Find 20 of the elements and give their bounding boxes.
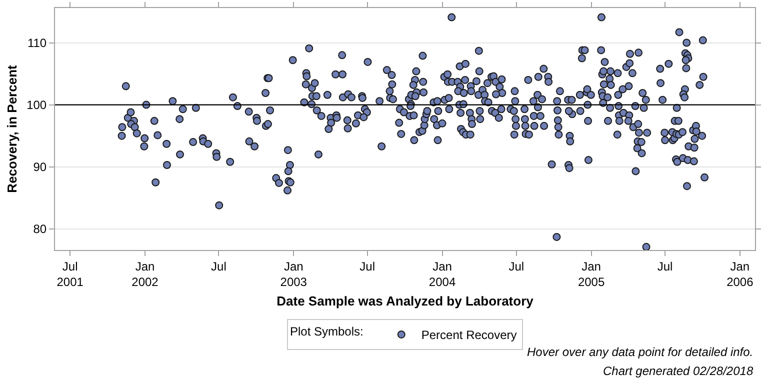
legend-label: Percent Recovery bbox=[421, 328, 517, 342]
legend-title: Plot Symbols: bbox=[290, 324, 374, 339]
y-tick-label: 100 bbox=[26, 98, 47, 112]
y-tick-label: 90 bbox=[33, 160, 47, 174]
x-tick-label: Jan 2003 bbox=[280, 259, 308, 289]
text: Chart generated 02/28/2018 bbox=[603, 364, 754, 378]
x-tick-label: Jan 2006 bbox=[726, 259, 754, 289]
x-tick-label: Jul 2001 bbox=[56, 259, 84, 289]
y-tick-label: 110 bbox=[27, 36, 47, 50]
y-tick-label: 80 bbox=[33, 222, 47, 236]
x-tick-label: Jan 2005 bbox=[578, 259, 605, 289]
x-tick-label: Jul bbox=[211, 259, 226, 274]
x-axis-title: Date Sample was Analyzed by Laboratory bbox=[276, 294, 534, 309]
x-tick-label: Jan 2002 bbox=[132, 259, 159, 289]
x-tick-label: Jul bbox=[508, 259, 524, 274]
x-tick-label: Jul bbox=[657, 259, 673, 274]
text: Hover over any data point for detailed info. bbox=[527, 345, 754, 359]
x-tick-label: Jul bbox=[360, 259, 375, 274]
y-axis-title: Recovery, in Percent bbox=[4, 64, 20, 193]
x-tick-label: Jan 2004 bbox=[428, 259, 456, 289]
